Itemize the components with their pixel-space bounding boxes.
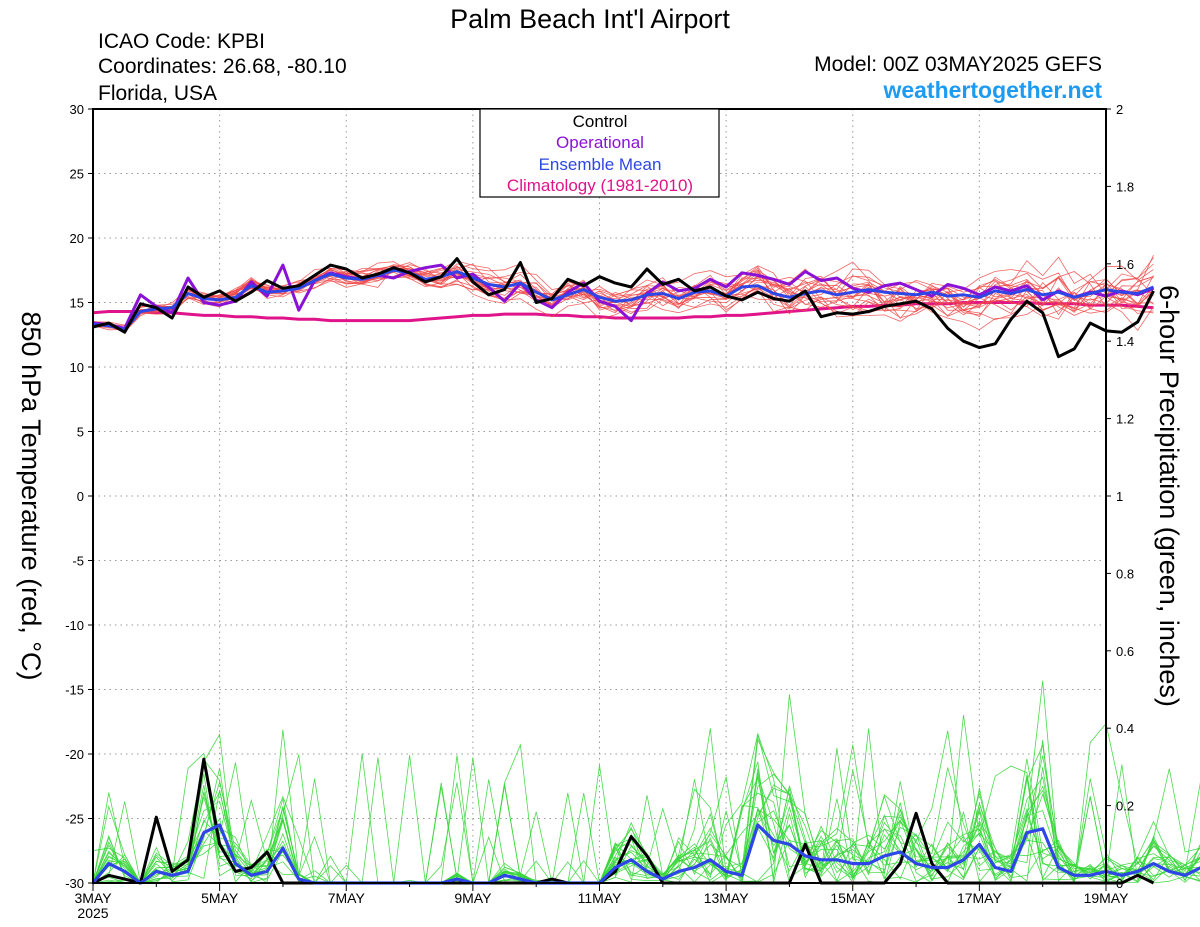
left-axis-label: 850 hPa Temperature (red, °C) (16, 312, 46, 681)
legend-item-climatology: Climatology (1981-2010) (507, 176, 693, 195)
left-tick-label: 0 (77, 489, 84, 504)
left-tick-label: 5 (77, 425, 84, 440)
x-axis-ticks: 3MAY 5MAY 7MAY 9MAY 11MAY 13MAY 15MAY 17MAY 19MA… (74, 883, 1129, 906)
right-tick-label: 0.2 (1116, 799, 1134, 814)
right-tick-label: 0.4 (1116, 721, 1134, 736)
coordinates-text: Coordinates: 26.68, -80.10 (98, 55, 347, 78)
left-tick-label: -20 (65, 747, 84, 762)
x-tick-label: 9MAY (454, 890, 492, 906)
legend-item-ensemble-mean: Ensemble Mean (539, 155, 662, 174)
left-tick-label: -30 (65, 876, 84, 891)
brand-link[interactable]: weathertogether.net (882, 77, 1102, 103)
right-tick-label: 1 (1116, 489, 1123, 504)
control-temperature-line (92, 257, 1155, 359)
right-tick-label: 1.8 (1116, 179, 1134, 194)
x-tick-label: 3MAY (74, 890, 112, 906)
x-tick-label: 15MAY (830, 890, 876, 906)
left-tick-label: 15 (70, 296, 84, 311)
legend-box (479, 108, 720, 198)
ensemble-mean-temperature-line (92, 268, 1155, 332)
right-tick-label: 0.8 (1116, 566, 1134, 581)
right-tick-label: 0 (1116, 876, 1123, 891)
x-tick-label: 11MAY (578, 890, 622, 906)
right-tick-label: 1.4 (1116, 334, 1134, 349)
legend-item-control: Control (573, 112, 628, 131)
left-tick-label: 30 (70, 102, 84, 117)
legend: Control Operational Ensemble Mean Climat… (479, 108, 720, 198)
region-text: Florida, USA (98, 82, 217, 105)
right-axis-label: 6-hour Precipitation (green, inches) (1154, 285, 1184, 707)
legend-item-operational: Operational (556, 133, 644, 152)
member-precipitation-line (92, 739, 1200, 884)
x-tick-label: 13MAY (704, 890, 750, 906)
left-tick-label: -25 (65, 812, 84, 827)
x-tick-label: 17MAY (957, 890, 1003, 906)
left-axis-ticks: 30 25 20 15 10 5 0 -5 -10 -15 -20 -25 -30 (65, 102, 93, 891)
x-axis-year-label: 2025 (77, 905, 108, 921)
left-tick-label: 10 (70, 360, 84, 375)
ensemble-mean-precipitation-line (91, 823, 1200, 885)
left-tick-label: -5 (72, 554, 84, 569)
climatology-line (92, 301, 1154, 323)
x-tick-label: 7MAY (328, 890, 366, 906)
left-tick-label: 20 (70, 231, 84, 246)
left-tick-label: 25 (70, 167, 84, 182)
right-axis-ticks: 2 1.8 1.6 1.4 1.2 1 0.8 0.6 0.4 0.2 0 (1106, 102, 1134, 891)
right-tick-label: 1.6 (1116, 257, 1134, 272)
right-tick-label: 1.2 (1116, 412, 1134, 427)
chart-title: Palm Beach Int'l Airport (450, 4, 730, 34)
x-tick-label: 19MAY (1084, 890, 1130, 906)
right-tick-label: 2 (1116, 102, 1123, 117)
member-precipitation-line (92, 755, 1200, 884)
left-tick-label: -10 (65, 618, 84, 633)
member-precipitation-line (92, 728, 1200, 884)
x-tick-label: 5MAY (201, 890, 239, 906)
model-run-text: Model: 00Z 03MAY2025 GEFS (814, 53, 1102, 76)
left-tick-label: -15 (65, 683, 84, 698)
climatology-layer (92, 301, 1154, 323)
right-tick-label: 0.6 (1116, 644, 1134, 659)
icao-code-text: ICAO Code: KPBI (98, 30, 265, 53)
